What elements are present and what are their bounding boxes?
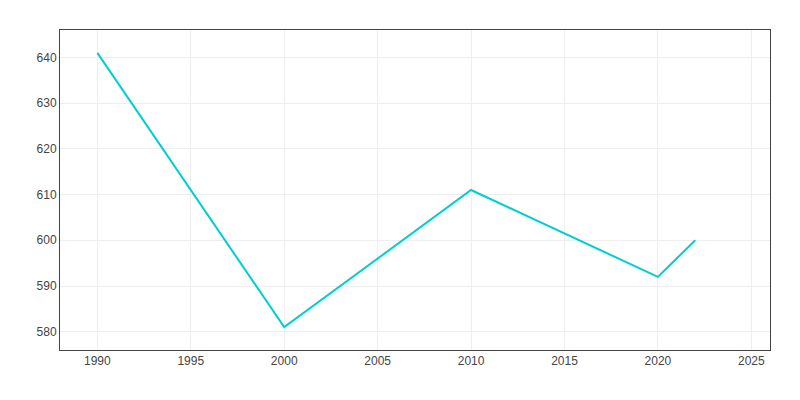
svg-text:2025: 2025 [738,354,765,368]
svg-text:640: 640 [37,51,57,65]
svg-text:600: 600 [37,233,57,247]
svg-text:2005: 2005 [364,354,391,368]
svg-text:1990: 1990 [84,354,111,368]
svg-text:2015: 2015 [551,354,578,368]
svg-text:630: 630 [37,96,57,110]
svg-text:2000: 2000 [271,354,298,368]
svg-text:590: 590 [37,279,57,293]
svg-text:1995: 1995 [177,354,204,368]
svg-text:2020: 2020 [645,354,672,368]
svg-text:580: 580 [37,325,57,339]
svg-text:2010: 2010 [458,354,485,368]
svg-text:620: 620 [37,142,57,156]
svg-text:610: 610 [37,188,57,202]
